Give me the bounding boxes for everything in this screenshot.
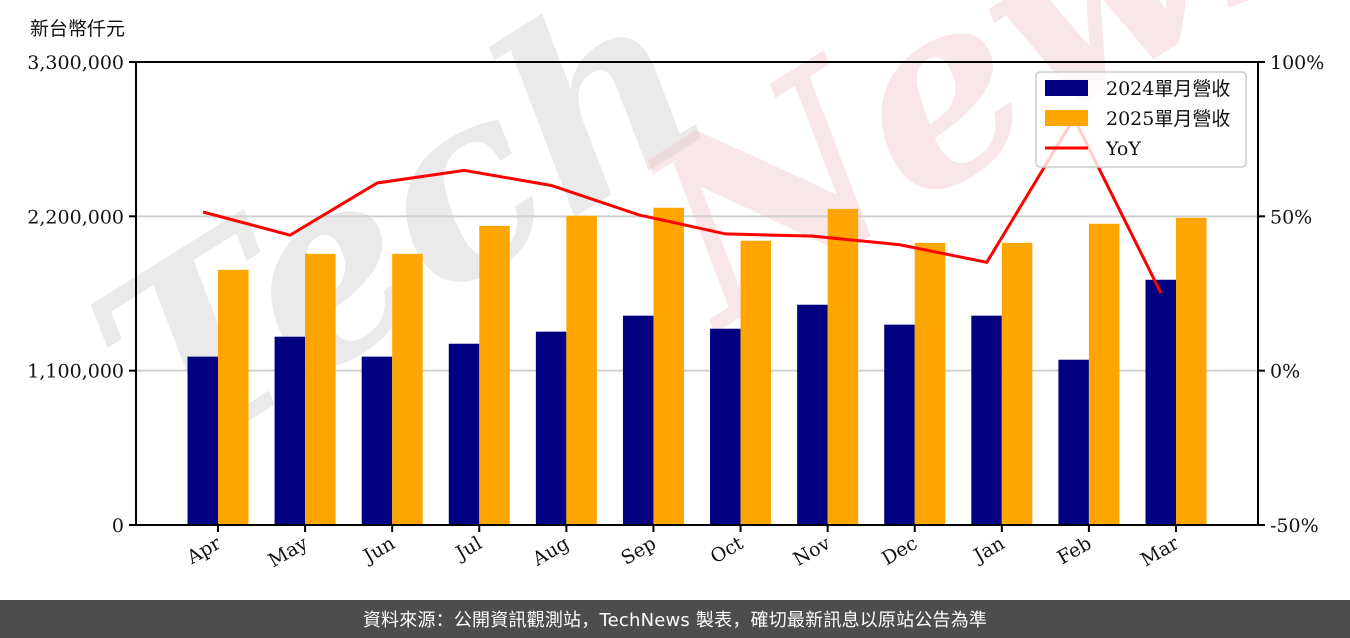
x-tick-label: Dec bbox=[878, 532, 921, 570]
yoy-line-series bbox=[202, 115, 1163, 294]
legend-label: 2025單月營收 bbox=[1106, 108, 1230, 130]
revenue-chart: TechNews 01,100,0002,200,0003,300,000-50… bbox=[27, 0, 1350, 572]
x-tick-label: Jul bbox=[451, 532, 486, 565]
bar-dec-2024單月營收 bbox=[884, 324, 915, 525]
y-tick-label: 1,100,000 bbox=[27, 361, 124, 383]
y-tick-label: 3,300,000 bbox=[27, 52, 124, 74]
legend-swatch bbox=[1045, 80, 1088, 96]
bar-jan-2024單月營收 bbox=[971, 315, 1002, 525]
y2-tick-label: -50% bbox=[1270, 515, 1319, 537]
y2-tick-label: 50% bbox=[1270, 206, 1312, 228]
legend-swatch bbox=[1045, 110, 1088, 126]
bar-oct-2024單月營收 bbox=[710, 328, 741, 525]
legend: 2024單月營收 2025單月營收 YoY bbox=[1035, 71, 1247, 168]
bar-may-2025單月營收 bbox=[305, 253, 336, 525]
bar-series bbox=[187, 207, 1207, 526]
bar-may-2024單月營收 bbox=[274, 336, 306, 525]
y2-tick-label: 0% bbox=[1270, 361, 1300, 383]
x-tick-label: Apr bbox=[182, 532, 225, 569]
bar-mar-2024單月營收 bbox=[1145, 279, 1176, 525]
bar-apr-2024單月營收 bbox=[187, 356, 218, 525]
x-tick-label: Feb bbox=[1054, 532, 1096, 569]
legend-box bbox=[1035, 71, 1247, 168]
legend-label: YoY bbox=[1105, 138, 1141, 160]
bar-feb-2024單月營收 bbox=[1058, 359, 1089, 525]
bar-oct-2025單月營收 bbox=[740, 240, 772, 525]
x-tick-label: Sep bbox=[617, 532, 660, 569]
bar-nov-2024單月營收 bbox=[797, 304, 828, 525]
bar-jul-2024單月營收 bbox=[448, 343, 480, 525]
y-tick-label: 2,200,000 bbox=[27, 206, 124, 228]
y2-tick-label: 100% bbox=[1270, 52, 1324, 74]
bar-sep-2025單月營收 bbox=[653, 207, 684, 525]
bar-jun-2025單月營收 bbox=[392, 253, 423, 525]
bar-sep-2024單月營收 bbox=[622, 315, 654, 525]
bar-feb-2025單月營收 bbox=[1088, 223, 1120, 525]
x-tick-label: Oct bbox=[707, 532, 748, 568]
y-tick-label: 0 bbox=[112, 515, 124, 537]
bar-dec-2025單月營收 bbox=[914, 242, 946, 526]
source-footer: 資料來源：公開資訊觀測站，TechNews 製表，確切最新訊息以原站公告為準 bbox=[0, 600, 1350, 638]
yoy-polyline bbox=[202, 115, 1163, 294]
bar-apr-2025單月營收 bbox=[218, 269, 249, 525]
bar-mar-2025單月營收 bbox=[1176, 217, 1207, 526]
footer-text: 資料來源：公開資訊觀測站，TechNews 製表，確切最新訊息以原站公告為準 bbox=[362, 610, 988, 631]
x-tick-label: Aug bbox=[528, 532, 573, 571]
bar-aug-2024單月營收 bbox=[535, 331, 567, 525]
bar-jun-2024單月營收 bbox=[361, 356, 393, 525]
bar-jan-2025單月營收 bbox=[1001, 242, 1033, 526]
x-tick-label: Nov bbox=[790, 532, 835, 571]
bar-nov-2025單月營收 bbox=[827, 208, 859, 525]
bar-jul-2025單月營收 bbox=[479, 225, 510, 525]
legend-label: 2024單月營收 bbox=[1106, 78, 1230, 100]
y-axis-unit-label: 新台幣仟元 bbox=[30, 18, 126, 40]
x-tick-label: Jan bbox=[969, 532, 1009, 568]
x-tick-label: May bbox=[265, 532, 312, 572]
x-tick-label: Mar bbox=[1137, 532, 1183, 571]
bar-aug-2025單月營收 bbox=[566, 215, 597, 525]
x-tick-label: Jun bbox=[358, 532, 399, 568]
watermark-text: News bbox=[590, 0, 1350, 384]
